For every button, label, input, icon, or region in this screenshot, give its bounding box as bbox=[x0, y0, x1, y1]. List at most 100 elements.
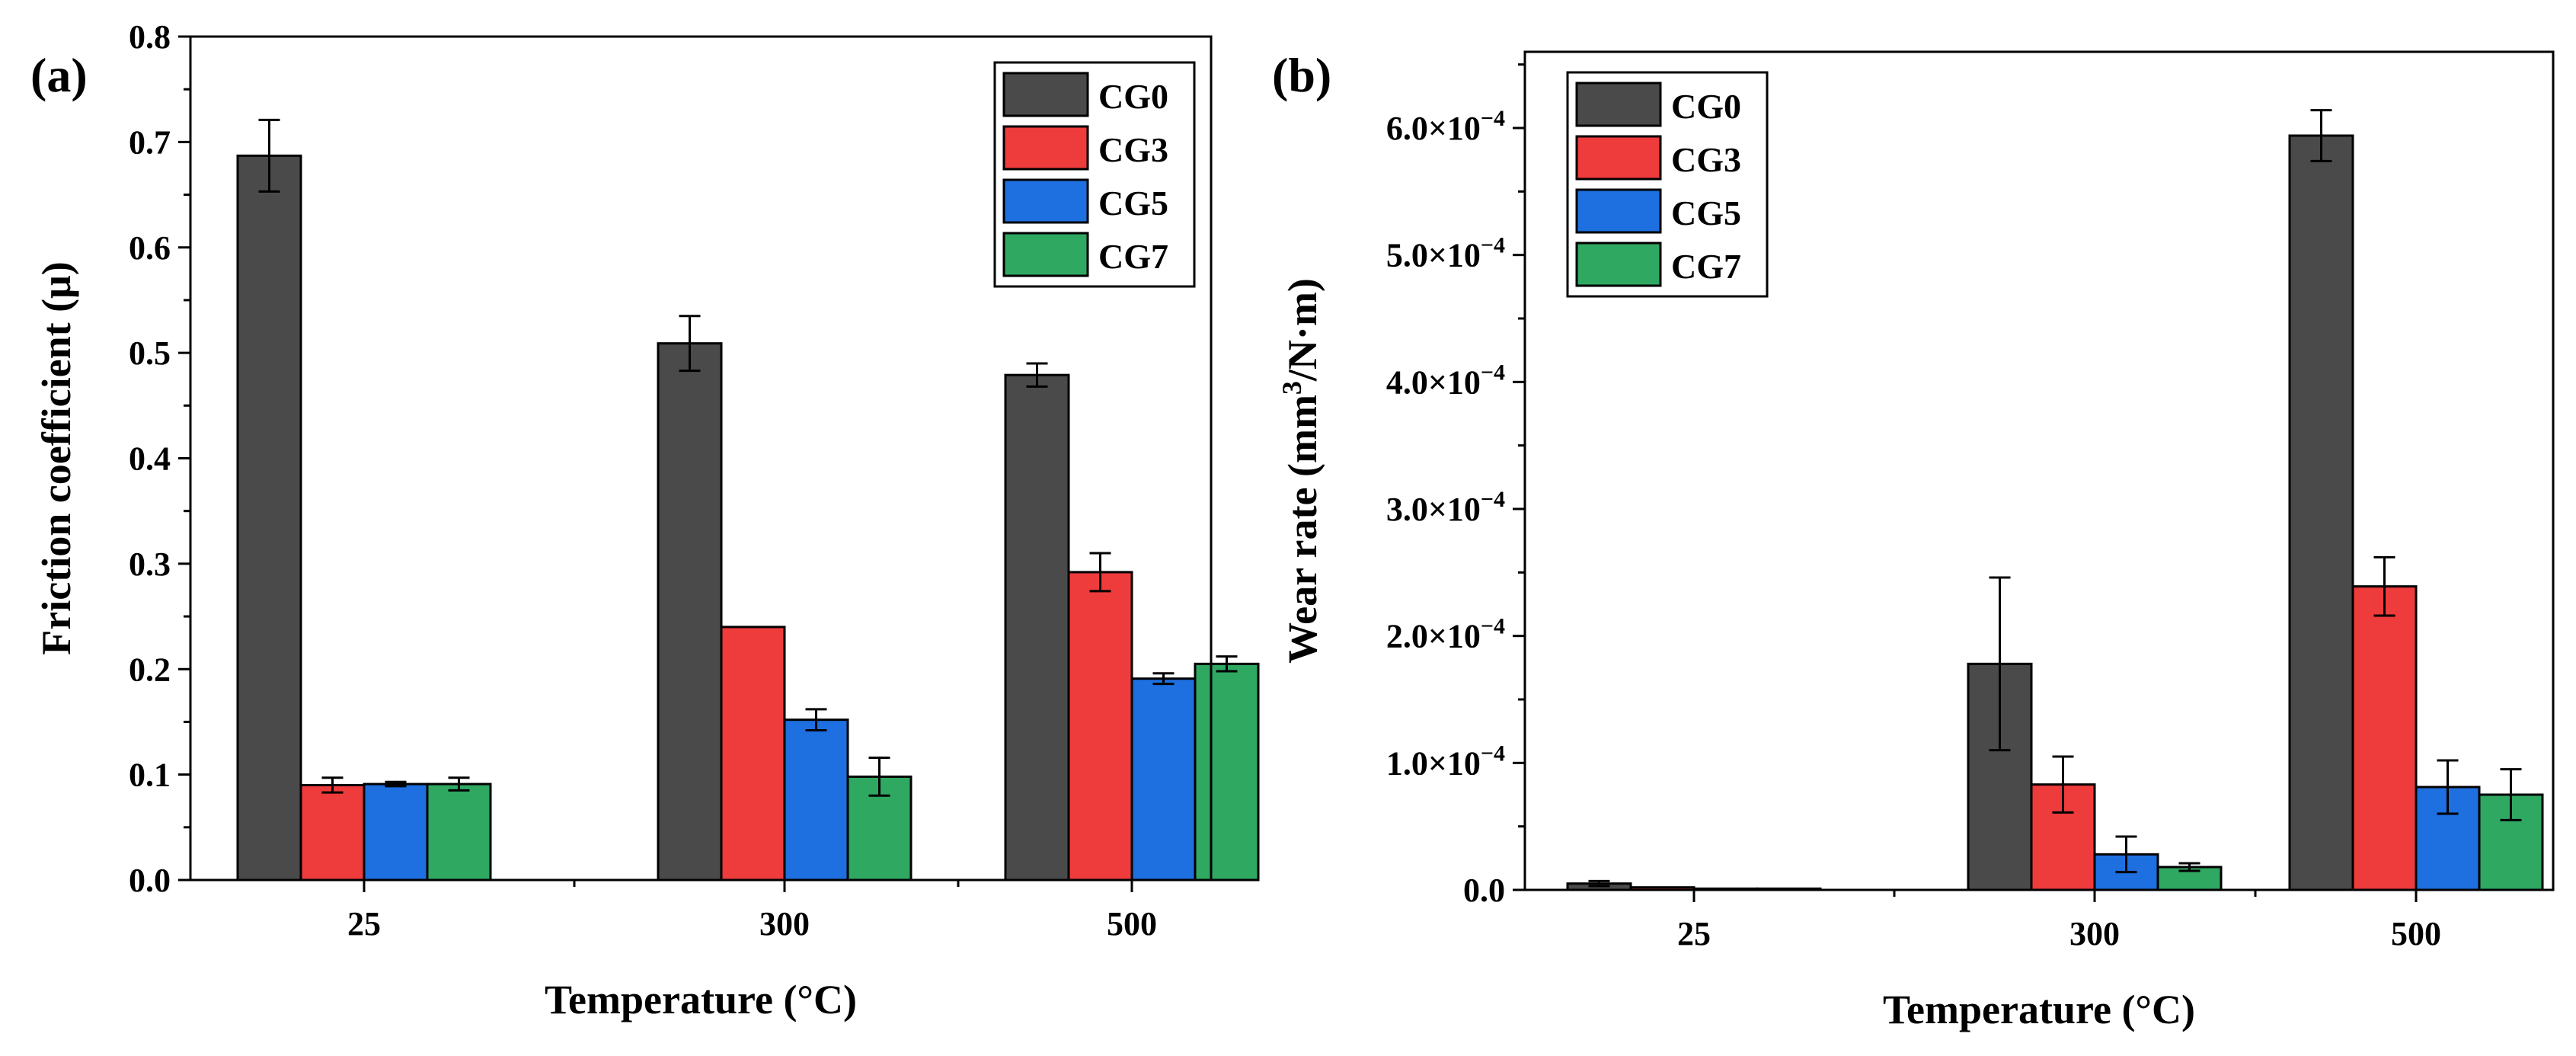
y-axis-title: Friction coefficient (μ) bbox=[34, 261, 79, 654]
legend-swatch-cg0 bbox=[1575, 82, 1662, 127]
legend-label-cg0: CG0 bbox=[1671, 87, 1741, 126]
y-tick-base: ×10 bbox=[1428, 491, 1481, 528]
y-tick-mantissa: 4.0 bbox=[1386, 363, 1428, 401]
y-tick-label: 0.0 bbox=[129, 862, 171, 899]
panel-label: (b) bbox=[1272, 48, 1331, 102]
y-tick-label: 3.0×10−4 bbox=[1386, 487, 1505, 528]
error-bar-cg5-500 bbox=[2437, 759, 2459, 815]
error-bar-cg3-500 bbox=[1089, 552, 1111, 593]
y-tick-label: 0.3 bbox=[129, 546, 171, 583]
y-tick-label: 0.5 bbox=[129, 334, 171, 372]
y-axis-title-prefix: Wear rate (mm bbox=[1280, 395, 1325, 664]
legend-swatch-cg3 bbox=[1575, 135, 1662, 181]
panel-label: (a) bbox=[30, 48, 88, 102]
y-tick-label: 0.8 bbox=[129, 18, 171, 56]
x-tick-label: 25 bbox=[1677, 915, 1711, 952]
legend-label-cg5: CG5 bbox=[1671, 194, 1741, 232]
y-tick-label: 0.2 bbox=[129, 651, 171, 688]
y-tick-label: 0.4 bbox=[129, 440, 171, 478]
y-tick-label: 0.0 bbox=[1463, 872, 1505, 909]
y-tick-label: 6.0×10−4 bbox=[1386, 106, 1505, 147]
y-tick-base: ×10 bbox=[1428, 744, 1481, 782]
legend-swatch-cg5 bbox=[1002, 178, 1089, 224]
bar-cg0-500 bbox=[1004, 373, 1070, 882]
y-tick-label: 0.6 bbox=[129, 229, 171, 267]
y-tick-exponent: −4 bbox=[1481, 360, 1505, 385]
error-bar-cg0-25 bbox=[1588, 879, 1610, 888]
error-bar-cg7-300 bbox=[868, 756, 890, 797]
error-bar-cg5-300 bbox=[805, 708, 827, 732]
error-bar-cg7-25 bbox=[448, 776, 470, 792]
y-tick-mantissa: 5.0 bbox=[1386, 237, 1428, 274]
legend-label-cg3: CG3 bbox=[1671, 140, 1741, 179]
legend: CG0 CG3 CG5 CG7 bbox=[1566, 71, 1769, 298]
bar-cg5-25 bbox=[363, 782, 429, 882]
error-bar-cg7-300 bbox=[2178, 862, 2200, 872]
chart-panel-a: (a) 0.0 0.1 0.2 0.3 0.4 0.5 0.6 0.7 0.8 25 300 500 Te… bbox=[30, 18, 1260, 1022]
error-bar-cg7-500 bbox=[2500, 768, 2522, 821]
y-tick-base: ×10 bbox=[1428, 237, 1481, 274]
legend-label-cg7: CG7 bbox=[1098, 237, 1168, 276]
legend: CG0 CG3 CG5 CG7 bbox=[993, 61, 1196, 288]
legend-label-cg0: CG0 bbox=[1098, 77, 1168, 116]
bar-cg0-300 bbox=[657, 342, 723, 882]
y-tick-label: 0.7 bbox=[129, 123, 171, 161]
y-tick-mantissa: 2.0 bbox=[1386, 618, 1428, 655]
y-axis-title-superscript: 3 bbox=[1277, 381, 1307, 395]
bar-cg7-300 bbox=[2156, 866, 2223, 891]
error-bar-cg0-500 bbox=[2310, 109, 2332, 162]
bar-cg3-300 bbox=[720, 626, 786, 882]
y-axis-title: Wear rate (mm3/N·m) bbox=[1277, 278, 1325, 664]
bar-cg3-500 bbox=[1067, 571, 1133, 882]
error-bar-cg3-300 bbox=[2052, 755, 2074, 814]
y-tick-label: 4.0×10−4 bbox=[1386, 360, 1505, 401]
error-bar-cg3-25 bbox=[321, 776, 344, 794]
y-tick-mantissa: 1.0 bbox=[1386, 744, 1428, 782]
y-tick-base: ×10 bbox=[1428, 618, 1481, 655]
error-bar-cg0-300 bbox=[1989, 576, 2011, 752]
legend-label-cg7: CG7 bbox=[1671, 247, 1741, 286]
y-tick-exponent: −4 bbox=[1481, 487, 1505, 512]
error-bar-cg5-300 bbox=[2115, 835, 2137, 874]
x-axis-title: Temperature (°C) bbox=[1883, 987, 2195, 1032]
bar-cg0-500 bbox=[2288, 134, 2354, 891]
bar-cg5-300 bbox=[783, 718, 849, 882]
y-tick-label: 5.0×10−4 bbox=[1386, 233, 1505, 274]
error-bar-cg0-500 bbox=[1026, 362, 1048, 388]
error-bar-cg5-25 bbox=[385, 780, 407, 788]
legend-swatch-cg3 bbox=[1002, 125, 1089, 171]
bar-cg7-500 bbox=[1194, 662, 1260, 882]
legend-swatch-cg7 bbox=[1002, 232, 1089, 277]
x-tick-label: 300 bbox=[2069, 915, 2120, 952]
y-tick-label: 2.0×10−4 bbox=[1386, 614, 1505, 655]
y-tick-exponent: −4 bbox=[1481, 106, 1505, 131]
y-tick-mantissa: 6.0 bbox=[1386, 110, 1428, 147]
error-bar-cg3-500 bbox=[2373, 555, 2395, 617]
legend-label-cg5: CG5 bbox=[1098, 184, 1168, 222]
x-tick-label: 500 bbox=[1107, 905, 1157, 942]
y-tick-base: ×10 bbox=[1428, 363, 1481, 401]
error-bar-cg0-25 bbox=[258, 118, 280, 193]
bar-cg0-25 bbox=[236, 154, 302, 882]
plot-frame bbox=[1523, 50, 2555, 891]
legend-swatch-cg7 bbox=[1575, 242, 1662, 287]
x-tick-label: 500 bbox=[2391, 915, 2441, 952]
y-axis-title-suffix: /N·m) bbox=[1280, 278, 1325, 382]
bar-cg3-500 bbox=[2351, 585, 2418, 891]
legend-swatch-cg5 bbox=[1575, 188, 1662, 234]
y-tick-exponent: −4 bbox=[1481, 741, 1505, 766]
legend-swatch-cg0 bbox=[1002, 72, 1089, 117]
bar-cg7-25 bbox=[426, 782, 492, 882]
y-tick-label: 0.1 bbox=[129, 757, 171, 794]
x-tick-label: 25 bbox=[347, 905, 381, 942]
error-bar-cg0-300 bbox=[679, 315, 701, 373]
error-bar-cg5-500 bbox=[1152, 672, 1175, 686]
error-bar-cg7-500 bbox=[1216, 655, 1238, 673]
y-tick-exponent: −4 bbox=[1481, 614, 1505, 639]
x-axis-title: Temperature (°C) bbox=[545, 977, 857, 1022]
y-tick-mantissa: 3.0 bbox=[1386, 491, 1428, 528]
chart-panel-b: (b)0.01.0×10−42.0×10−43.0×10−44.0×10−45.… bbox=[1272, 48, 2555, 1032]
y-tick-exponent: −4 bbox=[1481, 233, 1505, 258]
y-tick-label: 1.0×10−4 bbox=[1386, 741, 1505, 782]
